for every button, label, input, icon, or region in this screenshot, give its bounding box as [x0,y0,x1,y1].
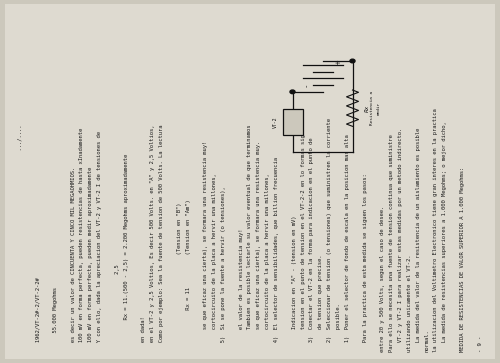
Text: 2)  Seleccionar de tension (o tensiones) que suministren la corriente: 2) Seleccionar de tension (o tensiones) … [327,118,332,352]
Text: -: - [304,84,310,86]
Text: 55.000 Megohms: 55.000 Megohms [53,287,58,352]
Text: 1)  Poner el selector de fondo de escala en la posicion mas alta: 1) Poner el selector de fondo de escala … [345,134,350,352]
Text: 2,5: 2,5 [115,264,120,352]
Text: Como por ejemplo: Sea la fuente de tension de 500 Volts. La lectura: Como por ejemplo: Sea la fuente de tensi… [159,125,164,352]
Text: 100 mV en forma perfecta, pueden resistencias de hasta xInadamente: 100 mV en forma perfecta, pueden resiste… [80,128,84,352]
Text: Para ello se necesita una fuente de tension continua que suministre: Para ello se necesita una fuente de tens… [389,134,394,352]
Text: Para la practica de esta medida se siguen los pasos:: Para la practica de esta medida se sigue… [362,174,368,352]
Text: se que eficaz una cierta), se formara una resistencia muy.: se que eficaz una cierta), se formara un… [256,141,262,352]
Text: - 9 -: - 9 - [478,336,482,352]
Text: -: - [290,129,295,130]
Text: de tension que precise.: de tension que precise. [318,254,324,352]
Text: 4)  El selector de sensibilidades, que billion frecuencia: 4) El selector de sensibilidades, que bi… [274,157,279,352]
Text: en dada!: en dada! [142,317,146,352]
Text: (Tension en "B"): (Tension en "B") [176,203,182,352]
Bar [282,110,302,135]
Text: medir: medir [376,102,380,115]
Text: .../....: .../.... [18,125,22,352]
Circle shape [350,59,355,63]
Text: (+): (+) [290,114,295,123]
Text: posible.: posible. [336,303,341,352]
Text: la utilizacion del Voltimetro Electronico tiene gran interes en la practica: la utilizacion del Voltimetro Electronic… [434,109,438,352]
Text: La medida del valor de la resistencia de un aislamiento es posible: La medida del valor de la resistencia de… [416,128,420,352]
Text: cortocircuito de la placa a hervir una millones,: cortocircuito de la placa a hervir una m… [212,174,217,352]
Text: VT-2 y VT-2 I para realizar estas medidas por un metodo indirecto.: VT-2 y VT-2 I para realizar estas medida… [398,128,403,352]
Text: Y con ello, dada la apreciacion del VT-2 y VT-2 I de tensiones de: Y con ello, dada la apreciacion del VT-2… [97,131,102,352]
Text: Tambien es posible lectarle su valor eventual de que terminamos: Tambien es posible lectarle su valor eve… [248,125,252,352]
Text: en el VT-2 y 2,5 Voltios, Es decir 500 Volts. en "A" y 2,5 Voltios,: en el VT-2 y 2,5 Voltios, Es decir 500 V… [150,125,155,352]
Text: Rx: Rx [365,105,370,112]
Text: Rx = 11          (Tension en "Am"): Rx = 11 (Tension en "Am") [186,199,190,352]
Text: Indicacion en "A" - (tension en mV): Indicacion en "A" - (tension en mV) [292,216,296,352]
Text: el valor de la resistencia muy!: el valor de la resistencia muy! [238,229,244,352]
Text: cortocircuito de la placa a hervir una millones,: cortocircuito de la placa a hervir una m… [265,174,270,352]
Text: La medida de resistencias superiores a 1.000 Megohms; o mejor dicho,: La medida de resistencias superiores a 1… [442,121,447,352]
Circle shape [290,90,295,94]
Text: es decir un valor de CINCUENTA Y CINCO MIL MEGAOHMIOS.: es decir un valor de CINCUENTA Y CINCO M… [70,167,76,352]
Text: Resistencia a: Resistencia a [370,91,374,125]
Text: 1962/VT-2#-2/VT-2-2#: 1962/VT-2#-2/VT-2-2# [35,277,40,352]
Text: se que eficaz una cierta), se formara una resistencia muy!: se que eficaz una cierta), se formara un… [204,141,208,352]
Text: tension en el punto de tension en el VT-2-2 en lo formas siguiente:: tension en el punto de tension en el VT-… [300,111,306,352]
Text: VT-2: VT-2 [272,117,278,128]
Text: +: + [335,59,341,65]
Text: entre 20 y 500 Volts, segun el caso de desee.: entre 20 y 500 Volts, segun el caso de d… [380,206,385,352]
Text: 100 mV en forma perfecta, pueden medir aproximadamente: 100 mV en forma perfecta, pueden medir a… [88,167,94,352]
Text: MEDIDA DE RESISTENCIAS DE VALOR SUPERIOR A 1.000 Megohms:: MEDIDA DE RESISTENCIAS DE VALOR SUPERIOR… [460,167,465,352]
Text: utilizando unicamente el VT-2.: utilizando unicamente el VT-2. [406,254,412,352]
Text: 5)  Si se pone la fuente a hervir (o tensiones),: 5) Si se pone la fuente a hervir (o tens… [221,186,226,352]
Text: Rx = 11.(500 - 2,5) = 2.200 Megohms aproximadamente: Rx = 11.(500 - 2,5) = 2.200 Megohms apro… [124,154,128,352]
Text: 3)  Conectar el VT-2 en la forma para indicacion en el punto de: 3) Conectar el VT-2 en la forma para ind… [310,138,314,352]
Text: normal.: normal. [424,329,430,352]
